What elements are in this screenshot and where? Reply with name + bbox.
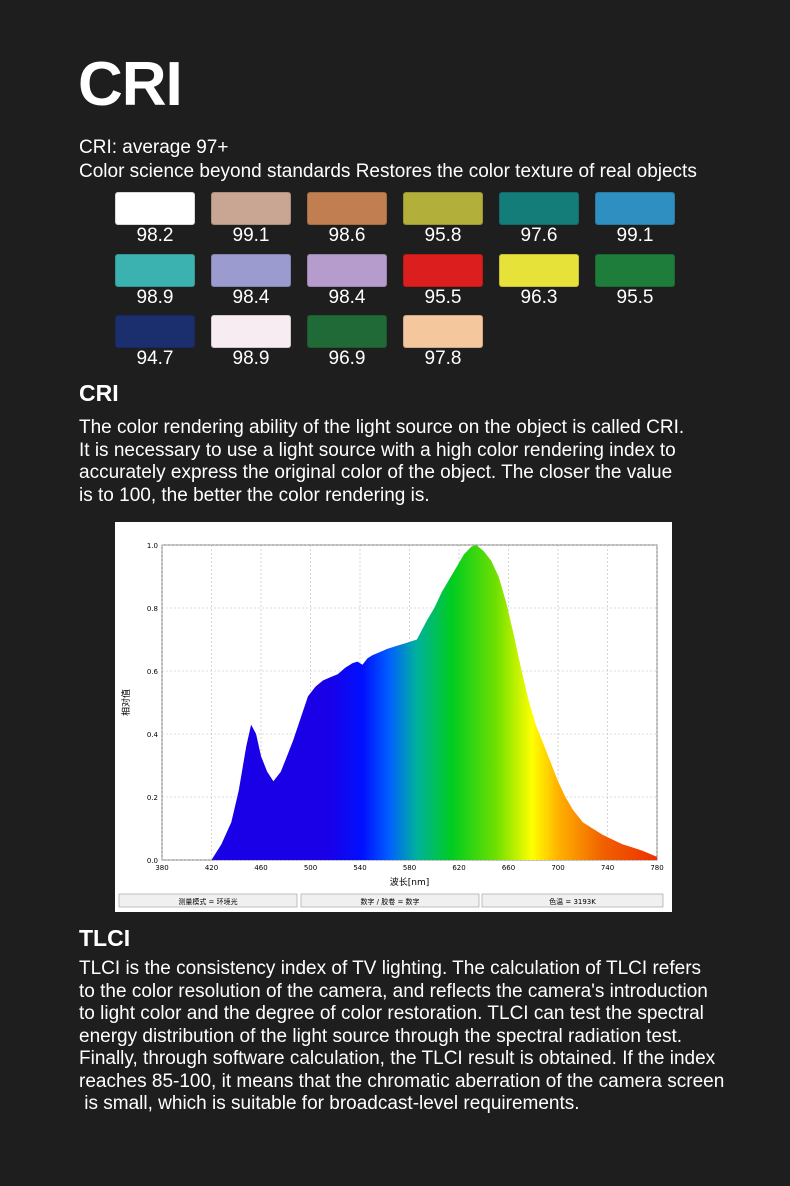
swatch-chip bbox=[403, 315, 483, 348]
y-tick-label: 0.6 bbox=[147, 668, 159, 676]
tlci-heading: TLCI bbox=[79, 925, 131, 951]
page-title: CRI bbox=[78, 50, 183, 119]
swatch-chip bbox=[595, 192, 675, 225]
spectrum-chart: 0.0 0.2 0.4 0.6 0.8 1.0 380 420 460 500 540 580 620… bbox=[115, 522, 672, 912]
color-swatch: 99.1 bbox=[211, 192, 291, 247]
x-tick-label: 580 bbox=[403, 864, 416, 872]
swatch-value: 98.9 bbox=[232, 348, 270, 369]
x-tick-label: 380 bbox=[155, 864, 168, 872]
y-ticks: 0.0 0.2 0.4 0.6 0.8 1.0 bbox=[147, 542, 159, 865]
swatch-chip bbox=[307, 192, 387, 225]
swatch-chip bbox=[499, 254, 579, 287]
intro-text: CRI: average 97+ Color science beyond st… bbox=[79, 136, 697, 184]
swatch-chip bbox=[595, 254, 675, 287]
swatch-value: 94.7 bbox=[136, 348, 174, 369]
text-line: reaches 85-100, it means that the chroma… bbox=[79, 1070, 725, 1092]
swatch-chip bbox=[307, 254, 387, 287]
swatch-chip bbox=[211, 254, 291, 287]
color-swatch: 97.8 bbox=[403, 315, 483, 370]
color-swatch: 98.2 bbox=[115, 192, 195, 247]
color-swatch: 96.3 bbox=[499, 254, 579, 309]
color-swatch: 98.4 bbox=[211, 254, 291, 309]
text-line: energy distribution of the light source … bbox=[79, 1025, 683, 1047]
swatch-chip bbox=[115, 254, 195, 287]
color-swatch: 98.9 bbox=[115, 254, 195, 309]
color-swatch: 95.5 bbox=[595, 254, 675, 309]
text-line: to light color and the degree of color r… bbox=[79, 1003, 704, 1024]
text-line: is small, which is suitable for broadcas… bbox=[79, 1093, 580, 1114]
swatch-chip bbox=[403, 192, 483, 225]
swatch-value: 95.5 bbox=[424, 287, 462, 308]
tlci-description: TLCI is the consistency index of TV ligh… bbox=[79, 958, 759, 1116]
spectrum-curve bbox=[211, 545, 657, 860]
color-swatch: 99.1 bbox=[595, 192, 675, 247]
x-tick-label: 780 bbox=[650, 864, 663, 872]
y-tick-label: 1.0 bbox=[147, 542, 158, 550]
swatch-chip bbox=[211, 192, 291, 225]
color-swatch: 98.9 bbox=[211, 315, 291, 370]
swatch-value: 98.6 bbox=[328, 225, 366, 246]
status-cell bbox=[481, 893, 664, 908]
cri-heading: CRI bbox=[79, 380, 119, 406]
status-bar: 测量模式 = 环境光 数字 / 胶卷 = 数字 色温 = 3193K bbox=[118, 893, 664, 908]
swatch-value: 99.1 bbox=[616, 225, 654, 246]
text-line: TLCI is the consistency index of TV ligh… bbox=[79, 958, 702, 979]
color-swatch: 95.8 bbox=[403, 192, 483, 247]
swatch-chip bbox=[115, 315, 195, 348]
color-swatch: 95.5 bbox=[403, 254, 483, 309]
y-tick-label: 0.2 bbox=[147, 794, 158, 802]
spectrum-chart-svg: 0.0 0.2 0.4 0.6 0.8 1.0 380 420 460 500 540 580 620… bbox=[118, 542, 664, 908]
swatch-value: 99.1 bbox=[232, 225, 270, 246]
swatch-value: 95.8 bbox=[424, 225, 462, 246]
color-swatch: 94.7 bbox=[115, 315, 195, 370]
color-swatch: 96.9 bbox=[307, 315, 387, 370]
swatch-value: 96.3 bbox=[520, 287, 558, 308]
swatch-value: 97.8 bbox=[424, 348, 462, 369]
x-tick-label: 620 bbox=[452, 864, 465, 872]
color-swatch: 98.4 bbox=[307, 254, 387, 309]
x-axis-label: 波长[nm] bbox=[390, 876, 430, 888]
x-tick-label: 500 bbox=[304, 864, 317, 872]
text-line: is to 100, the better the color renderin… bbox=[79, 484, 430, 506]
swatch-value: 97.6 bbox=[520, 225, 558, 246]
status-text: 测量模式 = 环境光 bbox=[178, 897, 237, 906]
status-text: 色温 = 3193K bbox=[549, 897, 596, 906]
swatch-chip bbox=[403, 254, 483, 287]
tagline: Color science beyond standards Restores … bbox=[79, 161, 697, 182]
swatch-chip bbox=[115, 192, 195, 225]
cri-average-line: CRI: average 97+ bbox=[79, 137, 229, 158]
swatch-value: 96.9 bbox=[328, 348, 366, 369]
x-tick-label: 540 bbox=[353, 864, 366, 872]
y-axis-label: 相对值 bbox=[120, 689, 132, 716]
swatch-chip bbox=[211, 315, 291, 348]
x-tick-label: 460 bbox=[254, 864, 267, 872]
x-ticks: 380 420 460 500 540 580 620 660 700 740 780 bbox=[155, 864, 663, 872]
swatch-value: 95.5 bbox=[616, 287, 654, 308]
cri-description: The color rendering ability of the light… bbox=[79, 417, 759, 507]
x-tick-label: 740 bbox=[601, 864, 614, 872]
swatch-value: 98.9 bbox=[136, 287, 174, 308]
y-tick-label: 0.8 bbox=[147, 605, 158, 613]
text-line: accurately express the original color of… bbox=[79, 462, 673, 483]
text-line: The color rendering ability of the light… bbox=[79, 417, 685, 438]
text-line: Finally, through software calculation, t… bbox=[79, 1048, 716, 1069]
x-tick-label: 420 bbox=[205, 864, 218, 872]
status-cell bbox=[300, 893, 480, 908]
y-tick-label: 0.0 bbox=[147, 857, 158, 865]
swatch-value: 98.4 bbox=[232, 287, 270, 308]
y-tick-label: 0.4 bbox=[147, 731, 159, 739]
swatch-value: 98.2 bbox=[136, 225, 174, 246]
swatch-value: 98.4 bbox=[328, 287, 366, 308]
status-text: 数字 / 胶卷 = 数字 bbox=[360, 897, 419, 906]
text-line: It is necessary to use a light source wi… bbox=[79, 439, 676, 461]
x-tick-label: 660 bbox=[502, 864, 515, 872]
status-cell bbox=[118, 893, 298, 908]
x-tick-label: 700 bbox=[551, 864, 564, 872]
swatch-chip bbox=[499, 192, 579, 225]
color-swatch: 98.6 bbox=[307, 192, 387, 247]
swatch-chip bbox=[307, 315, 387, 348]
color-swatch: 97.6 bbox=[499, 192, 579, 247]
text-line: to the color resolution of the camera, a… bbox=[79, 980, 708, 1002]
